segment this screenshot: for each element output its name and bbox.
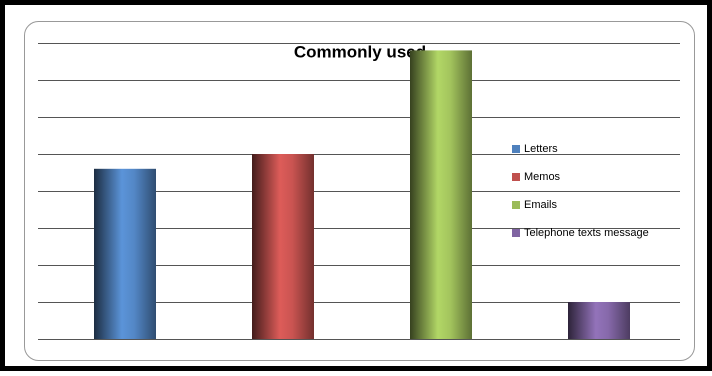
- legend-label: Letters: [524, 143, 558, 155]
- legend-label: Telephone texts message: [524, 227, 649, 239]
- legend-label: Emails: [524, 199, 558, 211]
- legend-swatch: [512, 173, 520, 181]
- chart-title: Commonly used: [294, 42, 426, 61]
- bar: [568, 302, 630, 339]
- legend-label: Memos: [524, 171, 561, 183]
- legend-swatch: [512, 229, 520, 237]
- legend-swatch: [512, 201, 520, 209]
- bar: [410, 50, 472, 340]
- bar: [252, 154, 314, 339]
- legend-swatch: [512, 145, 520, 153]
- bar: [94, 168, 156, 339]
